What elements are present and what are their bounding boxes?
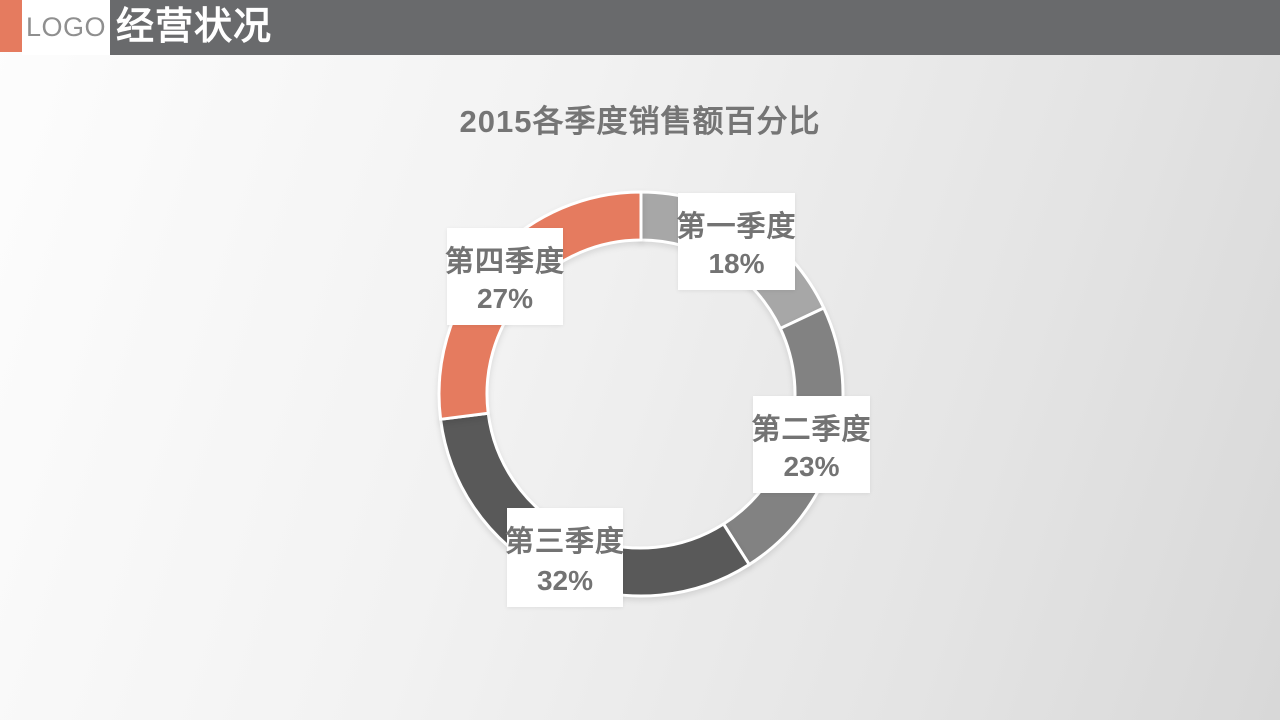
- chart-label-category: 第一季度: [676, 210, 797, 243]
- header: LOGO 经营状况: [0, 0, 1280, 55]
- chart-title: 2015各季度销售额百分比: [459, 104, 821, 139]
- chart-label-box-q2: 第二季度 23%: [751, 396, 872, 493]
- chart-label-value: 18%: [708, 248, 765, 280]
- chart-label-value: 32%: [536, 564, 594, 596]
- chart-label-value: 23%: [783, 451, 840, 483]
- chart-label-box-q4: 第四季度 27%: [445, 228, 566, 325]
- header-bar: 经营状况: [110, 0, 1280, 55]
- chart-label-value: 27%: [476, 283, 534, 315]
- chart-label-category: 第三季度: [505, 526, 626, 559]
- page-title: 经营状况: [116, 6, 273, 48]
- chart-label-category: 第二季度: [751, 413, 872, 446]
- chart-label-box-q3: 第三季度 32%: [505, 508, 626, 607]
- chart-label-box-q1: 第一季度 18%: [676, 193, 797, 290]
- chart-label-category: 第四季度: [445, 245, 566, 278]
- logo-text: LOGO: [25, 12, 107, 42]
- logo-area: LOGO: [22, 0, 110, 55]
- header-accent-block: [0, 0, 22, 52]
